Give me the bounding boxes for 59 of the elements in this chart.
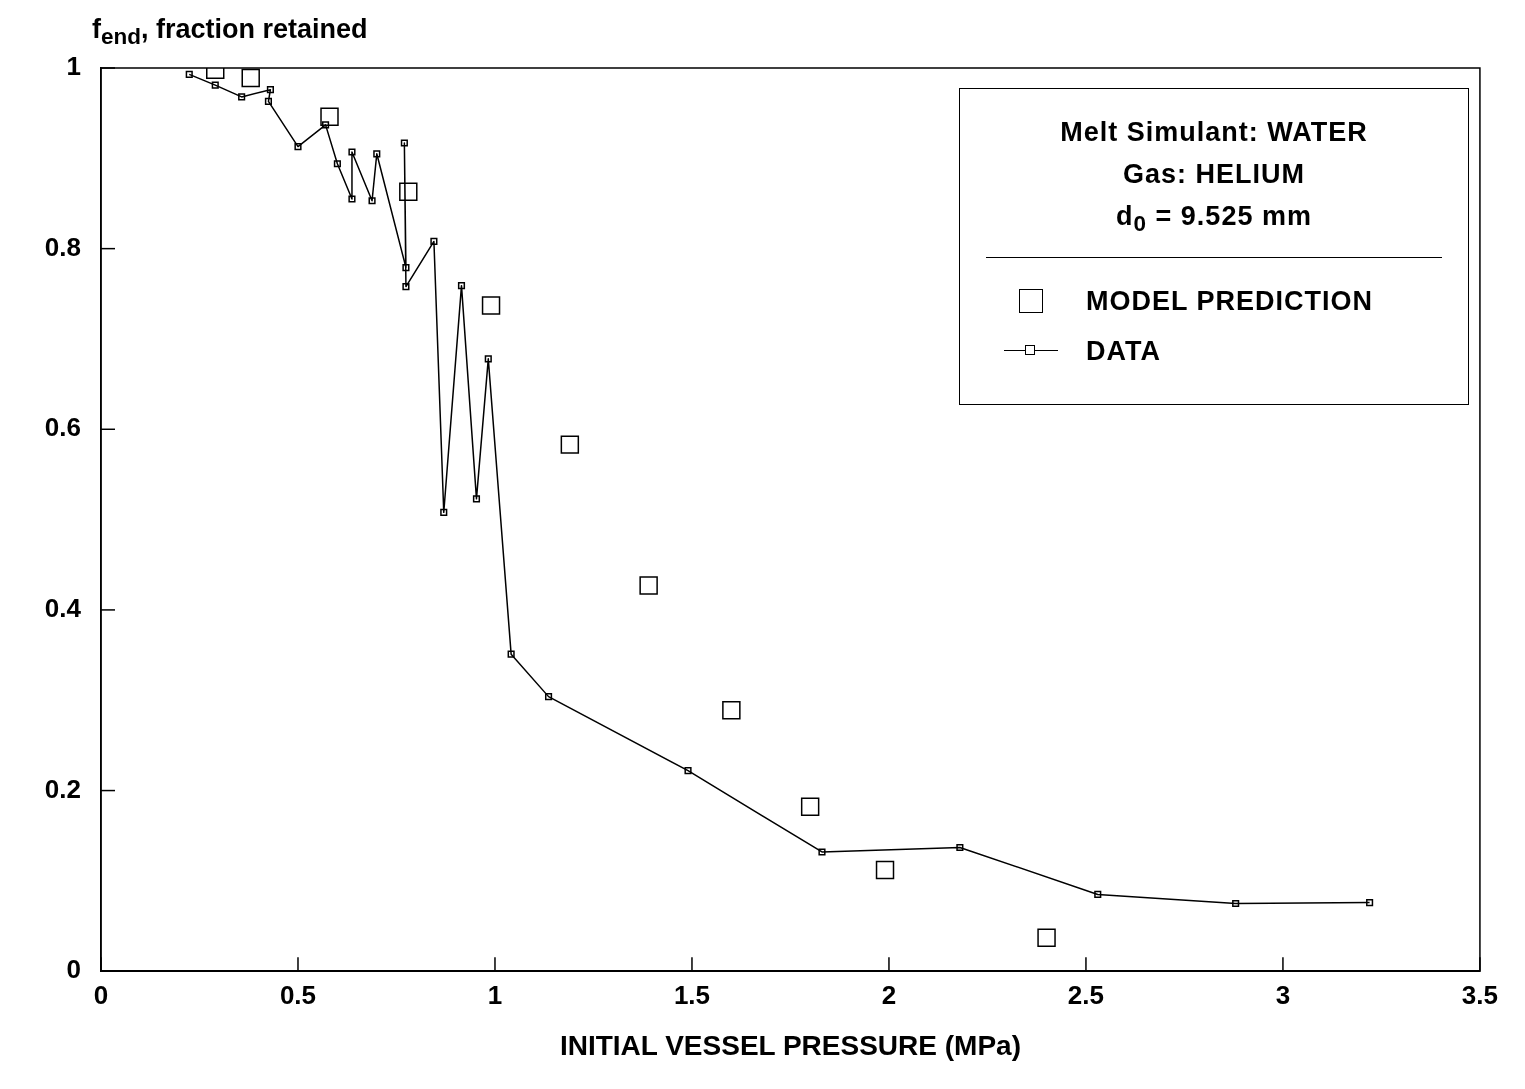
point [368,197,376,205]
point [440,508,448,516]
x-tick-label: 1 [487,979,503,1010]
y-tick-label: 0.4 [44,593,82,624]
point [333,160,341,168]
point [430,237,438,245]
point [266,86,274,94]
y-axis-title: f$_{end}$, fraction retained [92,14,368,51]
annotation: Melt Simulant: WATER [1059,116,1369,149]
point [1094,890,1102,899]
legend-label: MODEL PREDICTION [1086,285,1374,317]
point [348,148,356,156]
point [321,121,330,129]
y-tick-label: 1 [66,51,81,82]
point [481,296,501,315]
point [238,93,246,101]
x-tick-label: 3.5 [1461,979,1499,1010]
point [722,700,741,720]
y-tick-label: 0.2 [44,773,81,804]
point [241,68,260,88]
point [211,81,219,89]
point [1232,899,1240,908]
point [684,767,692,775]
point [185,70,193,78]
annotation: d$_{0}$ = 9.525 mm [1115,200,1313,239]
point [402,264,410,272]
x-axis-title: INITIAL VESSEL PRESSURE (MPa) [559,1029,1021,1061]
legend-label: DATA [1086,335,1161,367]
x-tick-label: 0.5 [279,979,317,1010]
x-tick-label: 0 [93,979,109,1010]
annotation: Gas: HELIUM [1122,158,1306,191]
point [457,282,466,290]
point [484,355,492,363]
x-tick-label: 1.5 [673,979,711,1010]
point [560,435,580,454]
point [800,797,820,817]
point [320,107,339,127]
point [639,576,658,595]
y-tick-label: 0.6 [44,412,81,443]
point [402,283,410,291]
point [1366,898,1374,907]
point [400,139,408,147]
point [875,860,895,880]
point [544,693,553,701]
x-tick-label: 2.5 [1067,979,1105,1010]
point [472,495,481,503]
point [264,97,273,105]
point [507,650,515,658]
y-tick-label: 0.8 [44,231,81,262]
x-tick-label: 3 [1275,979,1291,1010]
point [818,848,826,856]
point [348,195,356,203]
point [294,143,302,151]
x-tick-label: 2 [881,979,897,1010]
point [399,182,418,201]
point [373,150,381,158]
y-tick-label: 0 [66,954,81,985]
point [1037,928,1056,948]
point [956,843,964,852]
